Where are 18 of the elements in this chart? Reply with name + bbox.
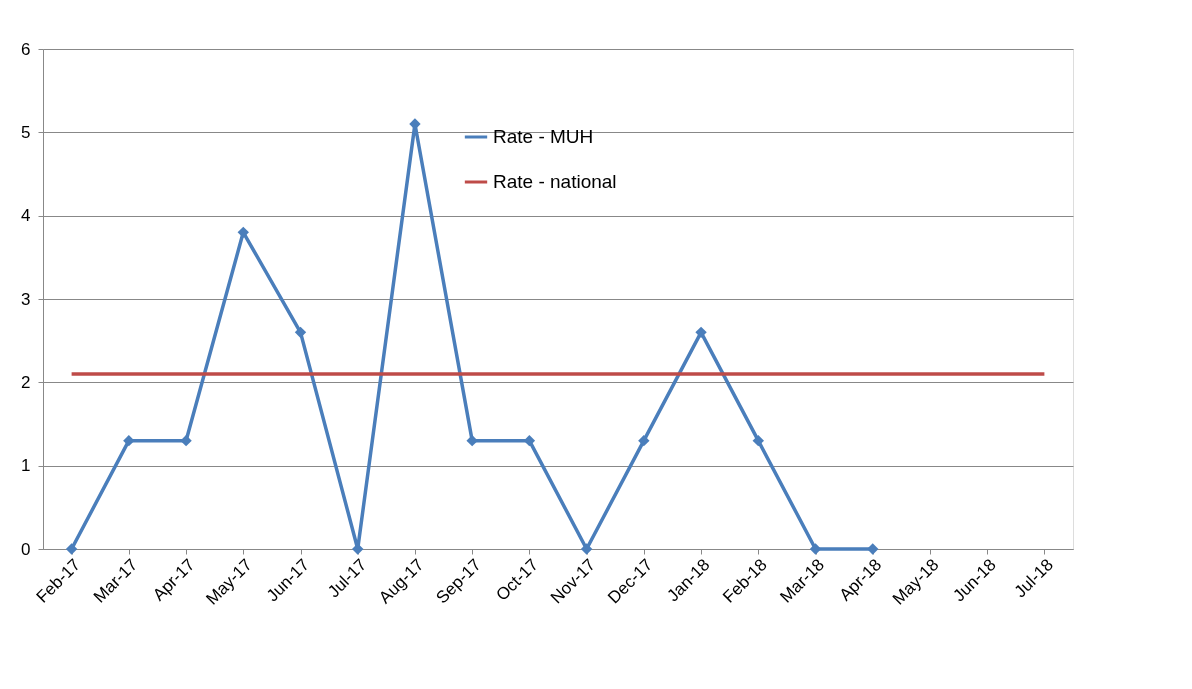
point — [237, 226, 249, 239]
legend-label: Rate - MUH — [493, 126, 594, 147]
y-tick-label: 4 — [21, 206, 31, 226]
point — [867, 543, 879, 555]
point — [580, 543, 593, 555]
y-tick-label: 1 — [21, 456, 31, 476]
point — [752, 434, 764, 447]
point — [180, 434, 192, 447]
y-tick-label: 0 — [21, 539, 31, 559]
legend-label: Rate - national — [493, 171, 617, 192]
y-tick-label: 2 — [21, 372, 31, 392]
point — [638, 434, 650, 447]
y-tick-label: 3 — [21, 289, 31, 309]
y-tick-label: 6 — [21, 39, 31, 59]
point — [65, 543, 78, 555]
point — [695, 326, 707, 339]
point — [294, 326, 307, 339]
y-tick-label: 5 — [21, 122, 31, 142]
